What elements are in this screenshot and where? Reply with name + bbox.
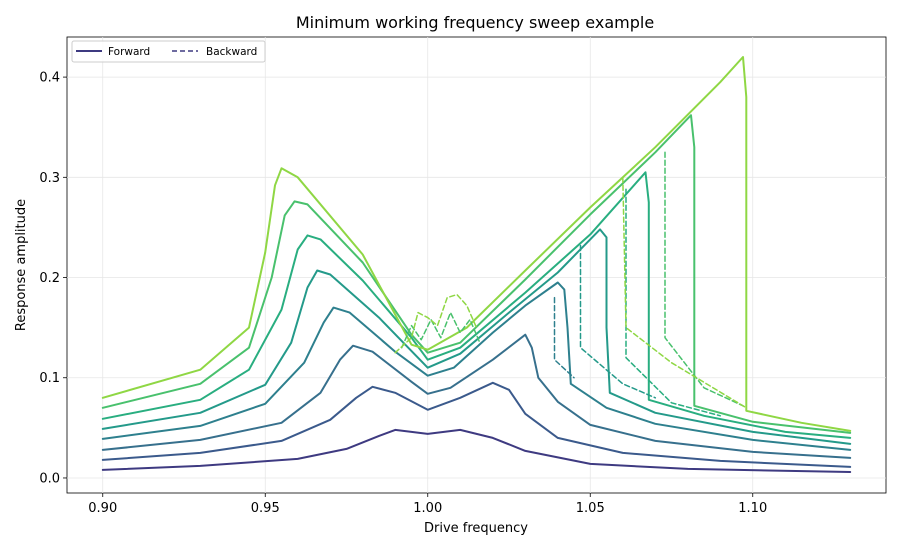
axes: 0.90 0.95 1.00 1.05 1.10 0.0 0.1 0.2 0.3 0.4 bbox=[39, 71, 767, 516]
x-tick-label: 0.90 bbox=[88, 501, 117, 516]
forward-series-line bbox=[101, 171, 852, 439]
legend: Forward Backward bbox=[71, 40, 266, 63]
backward-series-line bbox=[579, 244, 657, 399]
grid bbox=[67, 37, 886, 493]
backward-series-line bbox=[553, 296, 575, 379]
x-tick-label: 1.10 bbox=[738, 501, 767, 516]
legend-backward-label: Backward bbox=[206, 46, 257, 58]
x-axis-label: Drive frequency bbox=[424, 521, 528, 536]
y-tick-label: 0.0 bbox=[39, 471, 60, 486]
plot-area bbox=[66, 36, 887, 494]
backward-series-line bbox=[625, 188, 722, 417]
chart-title: Minimum working frequency sweep example bbox=[296, 13, 654, 32]
y-tick-label: 0.3 bbox=[39, 171, 60, 186]
legend-box bbox=[71, 40, 266, 63]
x-tick-label: 0.95 bbox=[251, 501, 280, 516]
x-tick-label: 1.05 bbox=[576, 501, 605, 516]
forward-series-line bbox=[101, 228, 852, 445]
forward-series-line bbox=[101, 114, 852, 434]
forward-series-line bbox=[101, 281, 852, 451]
backward-series-line bbox=[622, 176, 748, 409]
backward-series-line bbox=[400, 311, 481, 349]
backward-series-line bbox=[664, 151, 744, 407]
forward-series-line bbox=[101, 428, 852, 473]
series-layer bbox=[101, 56, 852, 473]
forward-series-line bbox=[101, 381, 852, 468]
x-tick-label: 1.00 bbox=[413, 501, 442, 516]
forward-series-line bbox=[101, 333, 852, 459]
y-tick-label: 0.1 bbox=[39, 371, 60, 386]
y-tick-label: 0.4 bbox=[39, 71, 60, 86]
backward-series-line bbox=[394, 293, 478, 354]
legend-forward-label: Forward bbox=[108, 46, 150, 58]
forward-series-line bbox=[101, 56, 852, 432]
y-axis-label: Response amplitude bbox=[14, 199, 29, 331]
y-tick-label: 0.2 bbox=[39, 271, 60, 286]
